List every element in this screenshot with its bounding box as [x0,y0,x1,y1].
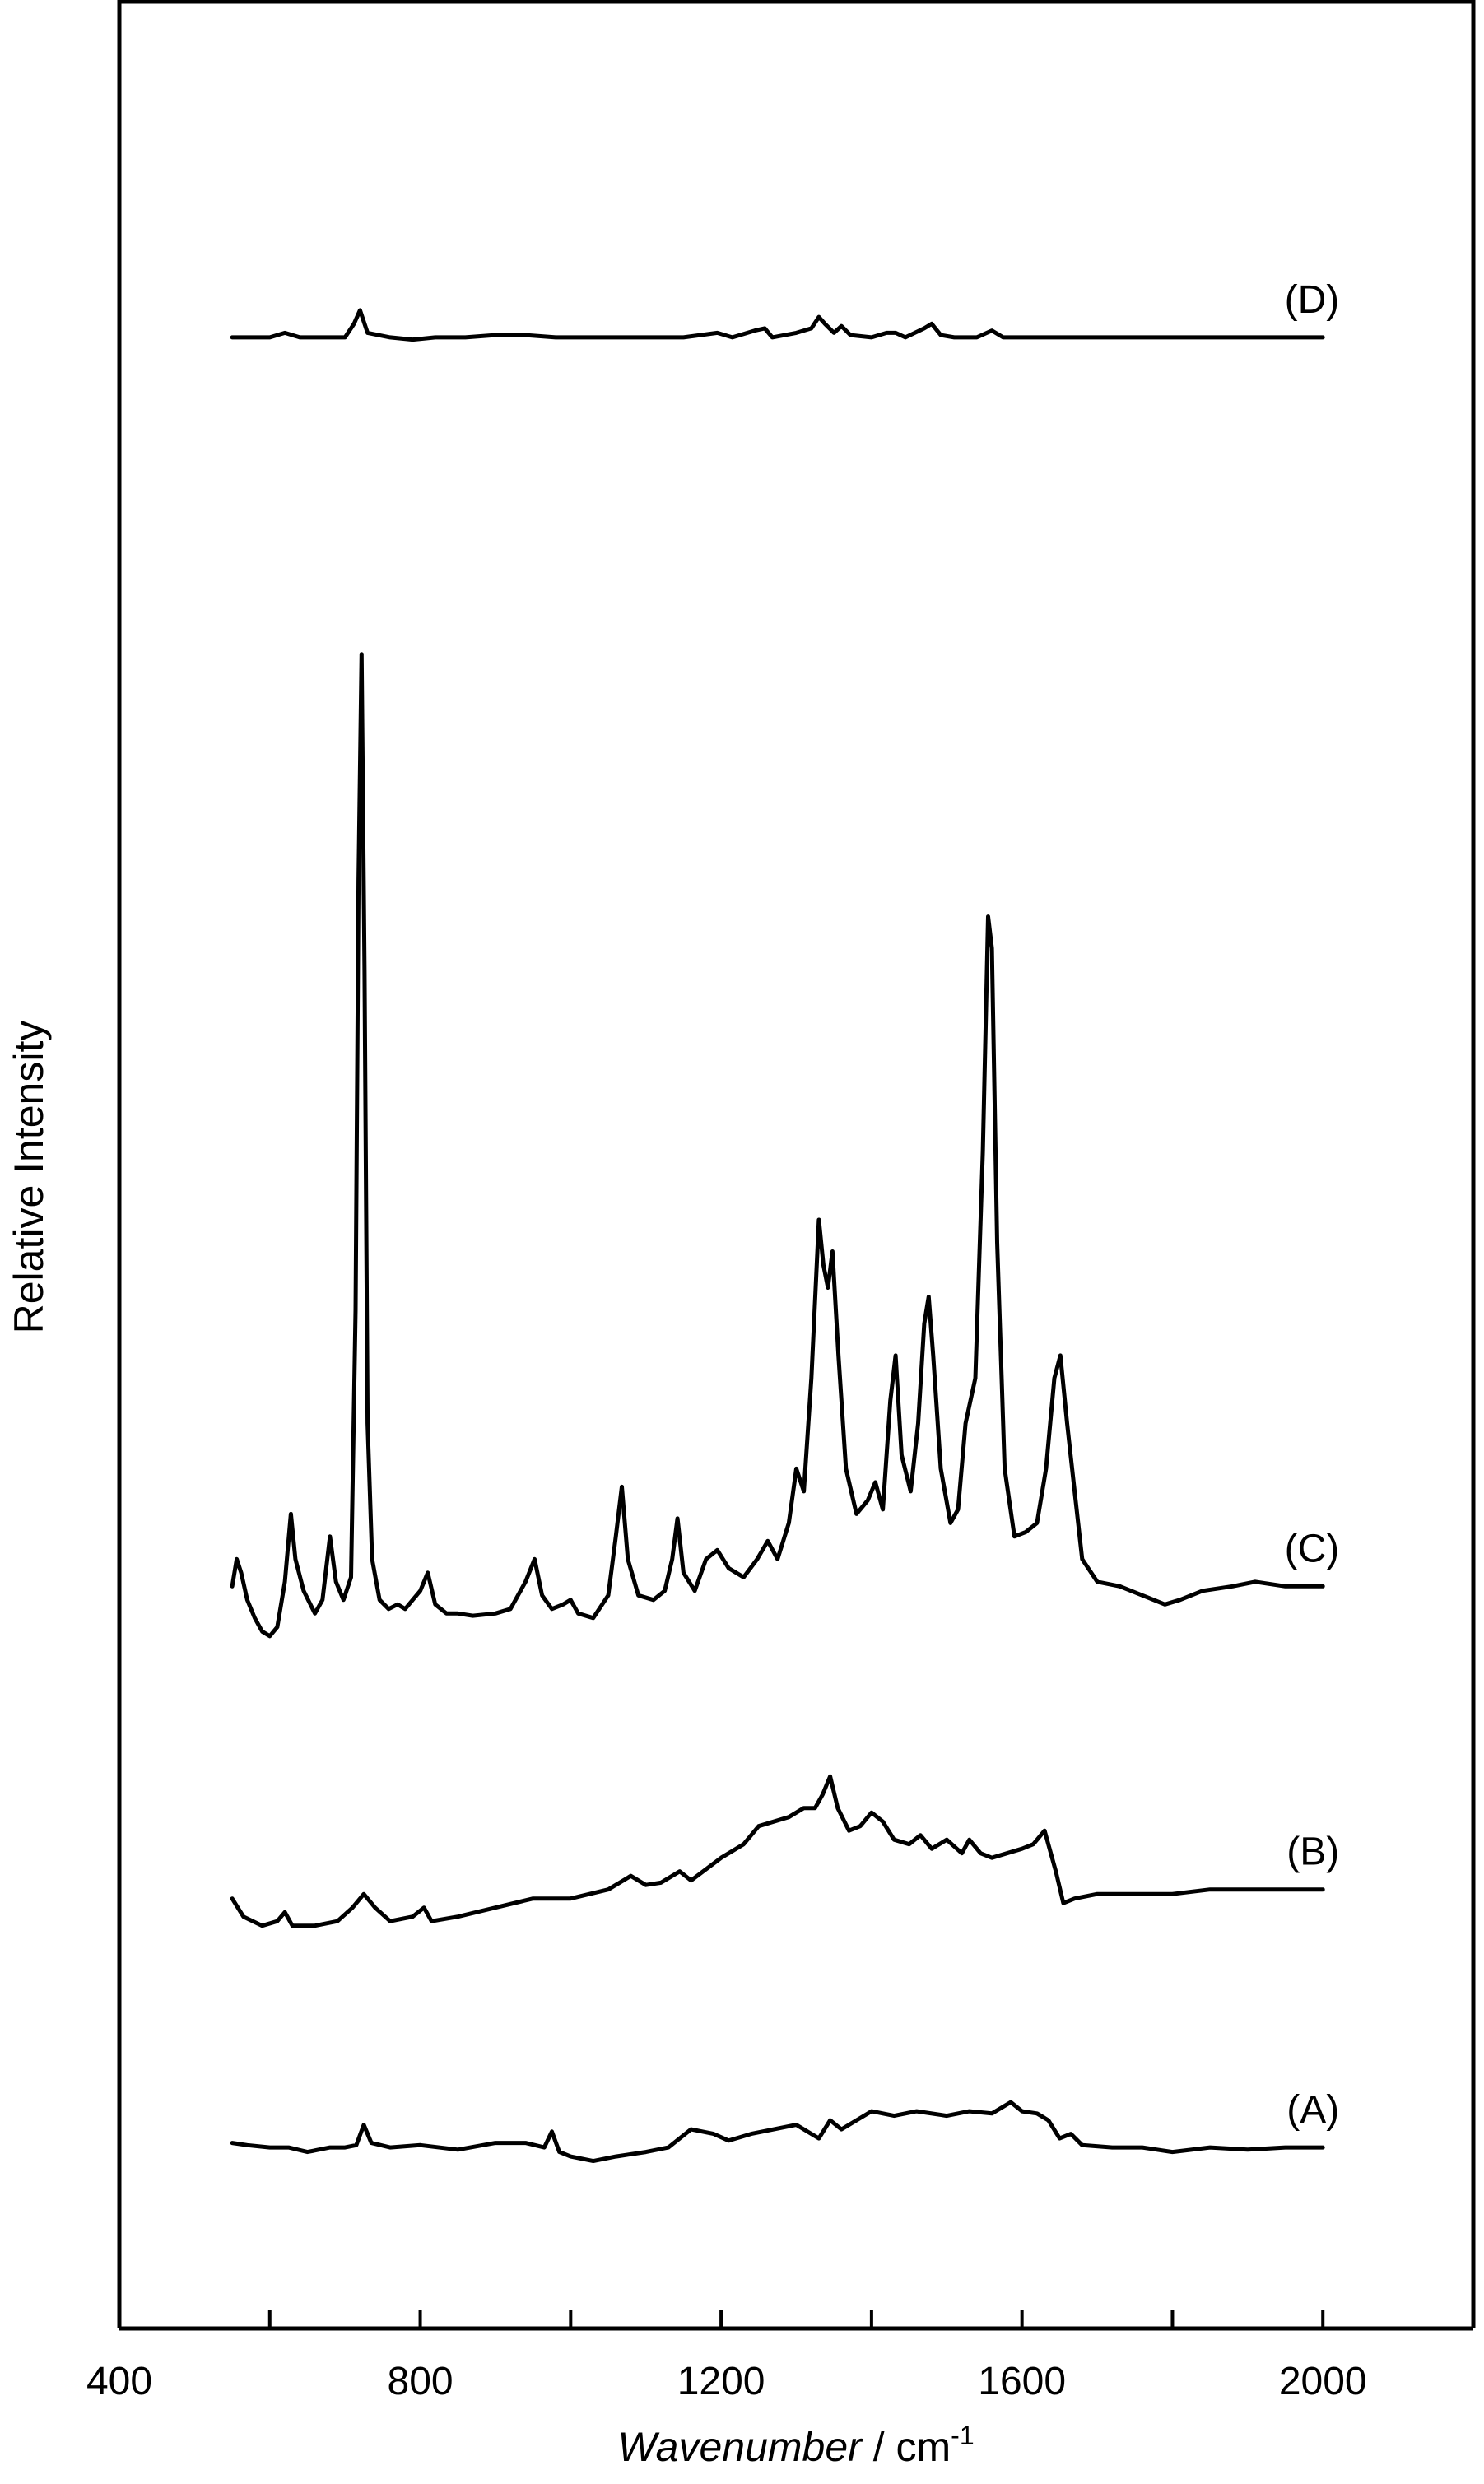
x-tick-label: 400 [86,2360,152,2403]
x-axis-title-exponent: -1 [951,2421,974,2450]
x-axis-title-unit: / cm [862,2424,951,2470]
x-tick-label: 1600 [978,2360,1066,2403]
x-tick-label: 800 [388,2360,454,2403]
x-tick-label: 1200 [677,2360,765,2403]
series-label: (A) [1286,2088,1339,2132]
series-label: (B) [1286,1830,1339,1874]
spectrum-line [230,308,1325,342]
series-label: (C) [1285,1527,1340,1570]
series-labels: (A) (B) (C) (D) [1285,278,1340,2132]
x-axis-title: Wavenumber / cm-1 [617,2421,974,2470]
axes [117,0,1476,2331]
spectrum-line [230,2100,1325,2164]
x-tick-label: 2000 [1279,2360,1367,2403]
spectra-series [230,308,1325,2164]
series-label: (D) [1285,278,1340,322]
x-ticks [118,2310,1325,2328]
spectrum-line [230,652,1325,1639]
y-axis-title: Relative Intensity [6,1021,52,1334]
x-tick-labels: 400 800 1200 1600 2000 [86,2360,1367,2403]
x-axis-title-main: Wavenumber [617,2424,863,2470]
spectrum-line [230,1774,1325,1928]
